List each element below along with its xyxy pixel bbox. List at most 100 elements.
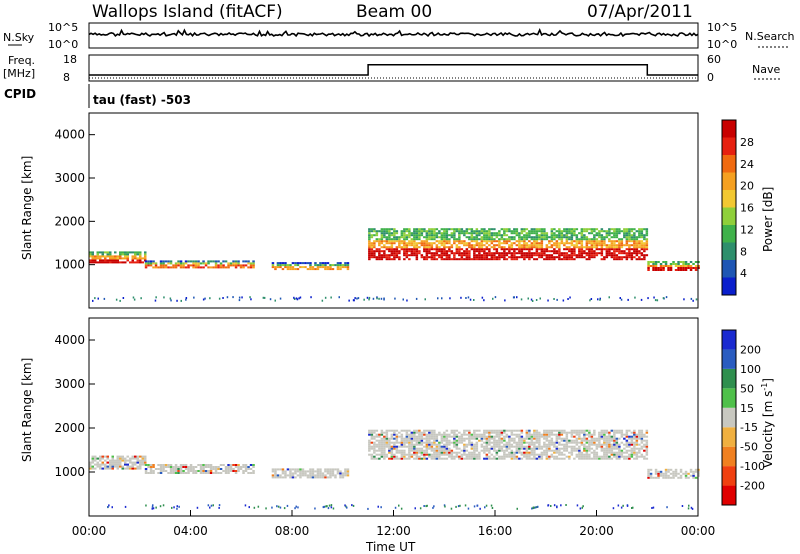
heatmap-cell bbox=[638, 234, 641, 237]
heatmap-cell bbox=[580, 232, 584, 235]
heatmap-cell bbox=[626, 504, 629, 507]
heatmap-cell bbox=[450, 246, 454, 249]
heatmap-cell bbox=[664, 265, 668, 267]
heatmap-cell bbox=[630, 431, 634, 434]
heatmap-cell bbox=[633, 248, 636, 251]
heatmap-cell bbox=[92, 299, 94, 302]
heatmap-cell bbox=[603, 447, 606, 450]
heatmap-cell bbox=[465, 228, 469, 231]
heatmap-cell bbox=[543, 449, 546, 452]
heatmap-cell bbox=[408, 437, 411, 440]
heatmap-cell bbox=[530, 457, 534, 460]
heatmap-cell bbox=[473, 447, 476, 450]
heatmap-cell bbox=[182, 472, 185, 474]
heatmap-cell bbox=[488, 228, 491, 231]
heatmap-cell bbox=[430, 232, 434, 235]
heatmap-cell bbox=[403, 236, 406, 239]
heatmap-cell bbox=[426, 504, 428, 507]
heatmap-cell bbox=[232, 264, 235, 267]
heatmap-cell bbox=[91, 255, 94, 258]
heatmap-cell bbox=[131, 463, 134, 466]
heatmap-cell bbox=[444, 505, 446, 508]
heatmap-cell bbox=[638, 435, 641, 438]
heatmap-cell bbox=[543, 254, 546, 257]
heatmap-cell bbox=[620, 435, 624, 438]
heatmap-cell bbox=[540, 232, 544, 235]
heatmap-cell bbox=[425, 230, 429, 233]
heatmap-cell bbox=[304, 266, 307, 269]
heatmap-cell bbox=[169, 266, 173, 269]
heatmap-cell bbox=[473, 244, 476, 247]
heatmap-cell bbox=[598, 252, 601, 255]
heatmap-cell bbox=[204, 466, 208, 468]
heatmap-cell bbox=[525, 246, 529, 249]
heatmap-cell bbox=[149, 260, 153, 263]
heatmap-cell bbox=[659, 267, 663, 269]
heatmap-cell bbox=[418, 431, 421, 434]
heatmap-cell bbox=[189, 260, 193, 263]
heatmap-cell bbox=[503, 232, 506, 235]
nsearch-label: N.Search bbox=[745, 30, 795, 43]
heatmap-cell bbox=[425, 445, 429, 448]
heatmap-cell bbox=[480, 230, 484, 233]
heatmap-cell bbox=[615, 248, 619, 251]
heatmap-cell bbox=[291, 472, 295, 475]
heatmap-cell bbox=[485, 429, 489, 432]
heatmap-cell bbox=[249, 266, 253, 269]
heatmap-cell bbox=[192, 468, 195, 470]
heatmap-cell bbox=[674, 263, 678, 265]
heatmap-cell bbox=[535, 232, 539, 235]
heatmap-cell bbox=[440, 240, 444, 243]
heatmap-cell bbox=[618, 248, 621, 251]
heatmap-cell bbox=[528, 457, 531, 460]
heatmap-cell bbox=[149, 468, 153, 470]
heatmap-cell bbox=[483, 228, 486, 231]
heatmap-cell bbox=[403, 242, 406, 245]
heatmap-cell bbox=[400, 453, 404, 456]
heatmap-cell bbox=[615, 228, 619, 231]
heatmap-cell bbox=[162, 466, 165, 468]
heatmap-cell bbox=[279, 506, 282, 509]
heatmap-cell bbox=[111, 467, 114, 470]
heatmap-cell bbox=[635, 457, 639, 460]
heatmap-cell bbox=[415, 248, 419, 251]
heatmap-cell bbox=[445, 451, 449, 454]
heatmap-cell bbox=[513, 238, 516, 241]
heatmap-cell bbox=[242, 472, 245, 474]
heatmap-cell bbox=[590, 240, 594, 243]
heatmap-cell bbox=[505, 453, 509, 456]
heatmap-cell bbox=[271, 266, 275, 269]
heatmap-cell bbox=[618, 455, 621, 458]
heatmap-cell bbox=[590, 443, 594, 446]
heatmap-cell bbox=[375, 238, 379, 241]
heatmap-cell bbox=[109, 259, 112, 262]
heatmap-cell bbox=[613, 443, 616, 446]
heatmap-cell bbox=[393, 236, 396, 239]
heatmap-cell bbox=[458, 441, 461, 444]
heatmap-cell bbox=[533, 445, 536, 448]
heatmap-cell bbox=[192, 470, 195, 472]
heatmap-cell bbox=[423, 242, 426, 245]
heatmap-cell bbox=[643, 238, 646, 241]
heatmap-cell bbox=[354, 297, 356, 300]
heatmap-cell bbox=[610, 244, 614, 247]
heatmap-cell bbox=[458, 439, 461, 442]
heatmap-cell bbox=[247, 466, 250, 468]
heatmap-cell bbox=[309, 468, 312, 471]
heatmap-cell bbox=[520, 252, 524, 255]
heatmap-cell bbox=[615, 445, 619, 448]
heatmap-cell bbox=[344, 470, 347, 473]
heatmap-cell bbox=[449, 297, 451, 300]
heatmap-cell bbox=[583, 431, 586, 434]
heatmap-cell bbox=[513, 232, 516, 235]
heatmap-cell bbox=[375, 445, 379, 448]
heatmap-cell bbox=[192, 264, 195, 267]
heatmap-cell bbox=[274, 299, 276, 302]
heatmap-cell bbox=[238, 296, 241, 299]
heatmap-cell bbox=[578, 447, 581, 450]
heatmap-cell bbox=[400, 455, 404, 458]
heatmap-cell bbox=[630, 248, 634, 251]
heatmap-cell bbox=[194, 472, 198, 474]
heatmap-cell bbox=[473, 429, 476, 432]
heatmap-cell bbox=[575, 429, 579, 432]
